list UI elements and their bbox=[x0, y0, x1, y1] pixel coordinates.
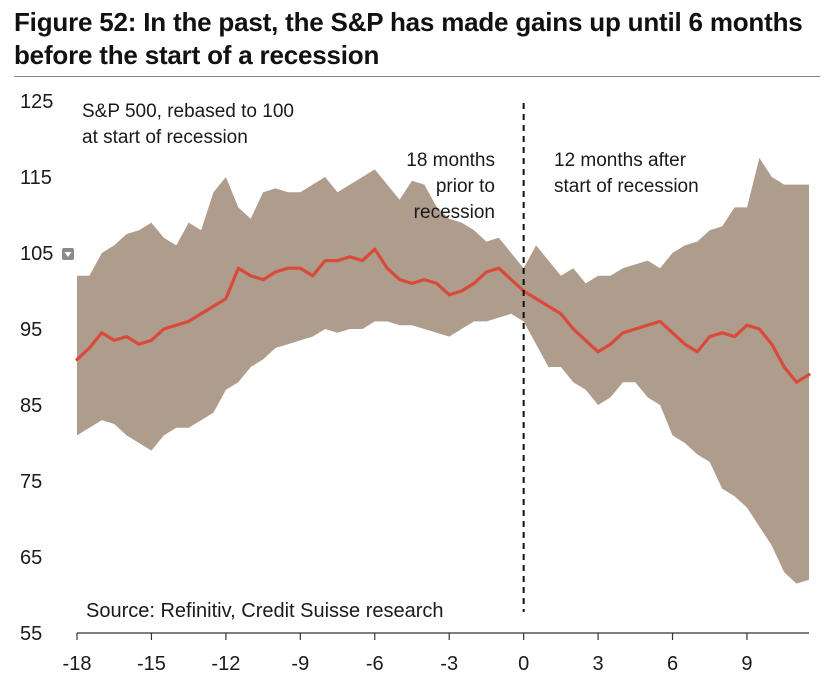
x-axis: -18 -15 -12 -9 -6 -3 0 3 6 9 bbox=[63, 632, 809, 675]
y-tick-label: 105 bbox=[20, 243, 53, 265]
x-tick-label: -9 bbox=[291, 653, 309, 675]
annotation-after-line-1: 12 months after bbox=[554, 150, 687, 171]
x-tick-label: -18 bbox=[63, 653, 92, 675]
x-tick-label: 9 bbox=[741, 653, 752, 675]
chart-title: Figure 52: In the past, the S&P has made… bbox=[14, 7, 803, 70]
annotation-before-line-1: 18 months bbox=[406, 150, 495, 171]
x-tick-label: -3 bbox=[440, 653, 458, 675]
x-tick-label: -6 bbox=[366, 653, 384, 675]
plot-layer bbox=[75, 103, 811, 612]
title-divider bbox=[14, 76, 820, 77]
y-note-line-1: S&P 500, rebased to 100 bbox=[82, 101, 294, 122]
chevron-down-icon bbox=[64, 252, 72, 257]
x-tick-label: 3 bbox=[593, 653, 604, 675]
y-tick-label: 95 bbox=[20, 319, 42, 341]
x-tick-label: -12 bbox=[211, 653, 240, 675]
annotation-before-line-2: prior to bbox=[436, 176, 495, 197]
x-tick-label: 6 bbox=[667, 653, 678, 675]
x-tick-label: 0 bbox=[518, 653, 529, 675]
annotation-after-line-2: start of recession bbox=[554, 176, 699, 197]
x-tick-label: -15 bbox=[137, 653, 166, 675]
y-tick-label: 125 bbox=[20, 91, 53, 113]
y-tick-label: 55 bbox=[20, 623, 42, 645]
annotation-before-line-3: recession bbox=[414, 202, 495, 223]
y-tick-label: 115 bbox=[20, 167, 52, 189]
range-band bbox=[77, 158, 809, 584]
source-note: Source: Refinitiv, Credit Suisse researc… bbox=[86, 600, 444, 622]
median-line bbox=[75, 247, 811, 384]
y-tick-label: 65 bbox=[20, 547, 42, 569]
y-note-line-2: at start of recession bbox=[82, 127, 248, 148]
y-axis-tick-labels: 55 65 75 85 95 105 115 125 bbox=[20, 91, 53, 645]
y-tick-label: 75 bbox=[20, 471, 42, 493]
y-tick-label: 85 bbox=[20, 395, 42, 417]
